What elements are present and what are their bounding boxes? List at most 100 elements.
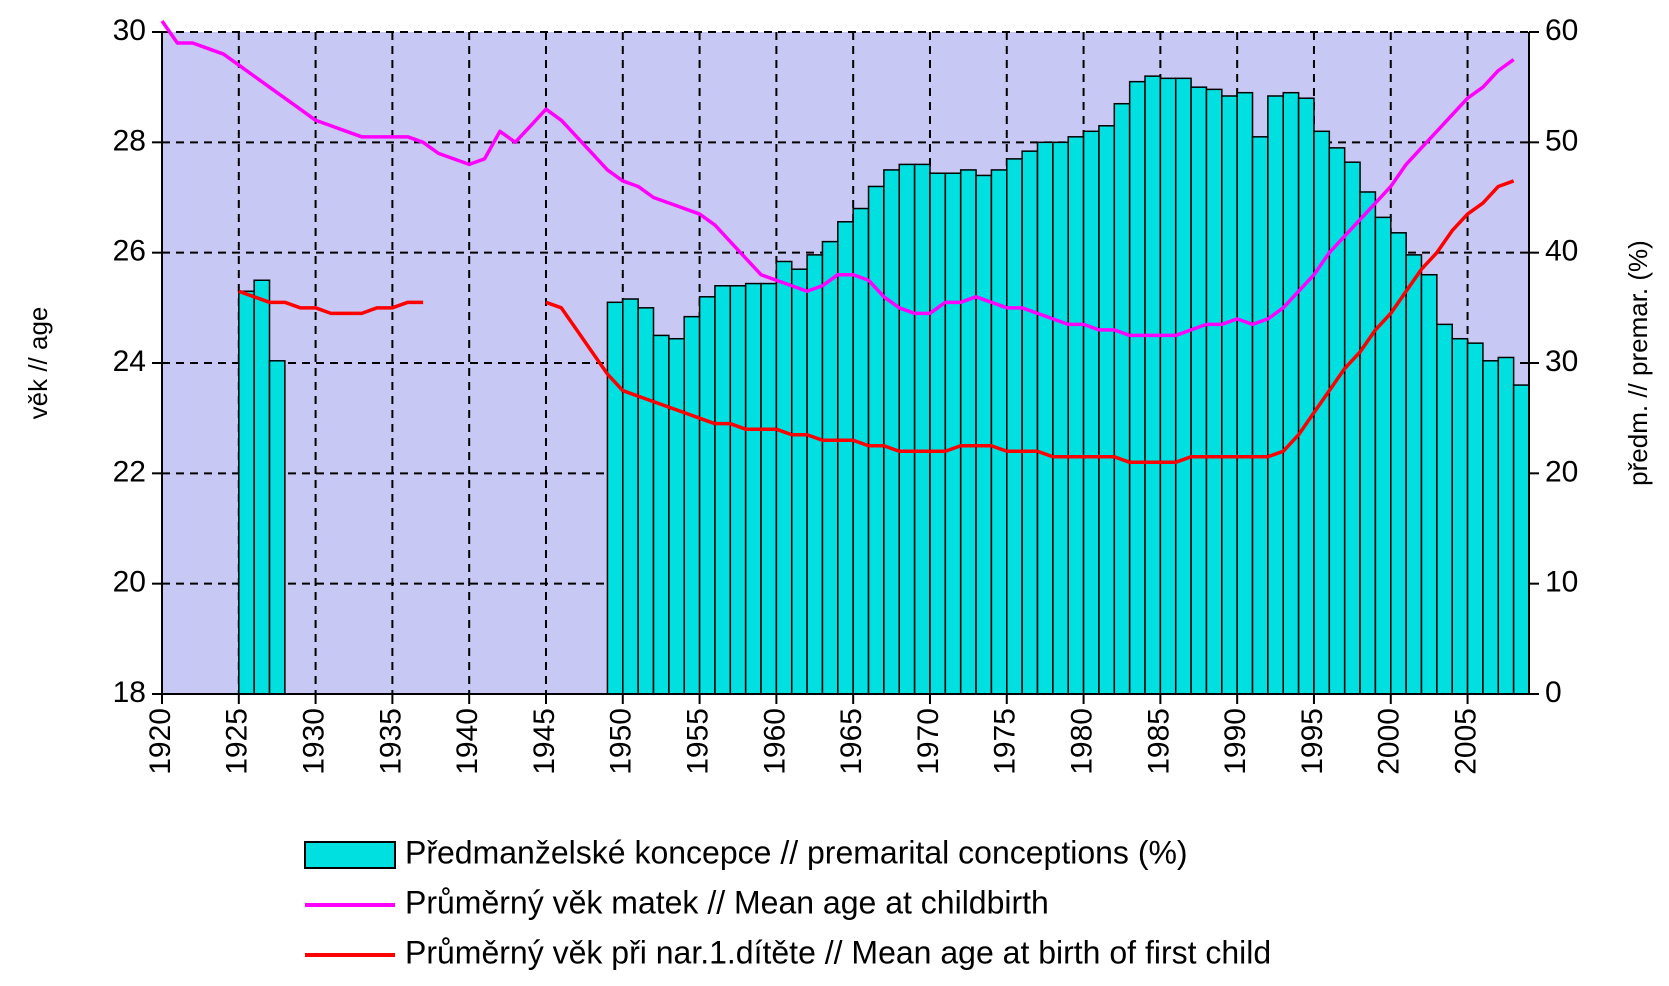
x-tick-label: 1980 — [1065, 708, 1098, 775]
y2-tick-label: 10 — [1545, 566, 1578, 599]
bar — [1159, 77, 1177, 695]
y-tick-label: 30 — [113, 14, 146, 47]
bar — [268, 360, 286, 695]
bar — [760, 282, 778, 695]
x-tick-label: 1935 — [374, 708, 407, 775]
bar — [606, 301, 624, 695]
bar — [1420, 273, 1438, 695]
legend-label: Předmanželské koncepce // premarital con… — [405, 834, 1188, 870]
y2-tick-label: 20 — [1545, 455, 1578, 488]
y2-tick-label: 30 — [1545, 345, 1578, 378]
bar — [1113, 102, 1131, 695]
bar — [929, 172, 947, 695]
bar — [683, 315, 701, 695]
legend-swatch — [304, 841, 396, 869]
y2-tick-label: 0 — [1545, 676, 1562, 709]
y-tick-label: 28 — [113, 124, 146, 157]
bar — [1359, 191, 1377, 695]
bar — [1190, 86, 1208, 695]
legend-label: Průměrný věk při nar.1.dítěte // Mean ag… — [405, 934, 1271, 970]
bar — [898, 163, 916, 695]
x-tick-label: 1995 — [1296, 708, 1329, 775]
bar — [1006, 158, 1023, 695]
bar — [744, 282, 762, 695]
x-tick-label: 2000 — [1373, 708, 1406, 775]
x-tick-label: 1955 — [682, 708, 715, 775]
y2-axis-label: předm. // premar. (%) — [1623, 240, 1653, 486]
bar — [1205, 88, 1223, 695]
bar — [637, 307, 655, 695]
x-tick-label: 1975 — [989, 708, 1022, 775]
bar — [1221, 95, 1238, 695]
legend-label: Průměrný věk matek // Mean age at childb… — [405, 884, 1049, 920]
bar — [698, 296, 716, 695]
bar — [1436, 323, 1453, 695]
bar — [1021, 150, 1039, 695]
bar — [883, 169, 901, 695]
bar — [1328, 147, 1346, 695]
bar — [1512, 384, 1530, 695]
bar — [1098, 125, 1116, 695]
line — [238, 179, 1515, 465]
bar — [714, 285, 732, 695]
bar — [1267, 95, 1284, 695]
bar — [1128, 80, 1146, 695]
x-tick-label: 1970 — [912, 708, 945, 775]
line — [160, 19, 1515, 338]
y-tick-label: 20 — [113, 566, 146, 599]
bar — [729, 285, 747, 695]
bar — [1297, 97, 1315, 695]
bar — [852, 207, 870, 695]
bar — [990, 169, 1008, 695]
bar — [1466, 342, 1484, 695]
bar — [1451, 337, 1469, 695]
bar — [1144, 75, 1162, 695]
bar — [1497, 356, 1515, 695]
bar — [944, 172, 962, 695]
bar — [1282, 91, 1300, 695]
bar — [238, 290, 255, 695]
bar — [622, 298, 639, 695]
bar — [959, 169, 977, 695]
x-tick-label: 1985 — [1142, 708, 1175, 775]
y-tick-label: 22 — [113, 455, 146, 488]
bar — [1313, 130, 1331, 695]
bar — [652, 334, 670, 695]
bar — [806, 254, 824, 695]
x-tick-label: 1925 — [221, 708, 254, 775]
y-tick-label: 26 — [113, 235, 146, 268]
bar — [1052, 141, 1069, 695]
bar — [867, 185, 885, 695]
x-tick-label: 1965 — [835, 708, 868, 775]
bar — [775, 260, 793, 695]
bar — [1236, 91, 1254, 695]
bar — [1482, 360, 1500, 695]
bar — [1174, 77, 1192, 695]
y-tick-label: 18 — [113, 676, 146, 709]
bar — [1067, 136, 1085, 695]
bar — [668, 337, 685, 695]
bar — [821, 240, 839, 695]
bar — [913, 163, 931, 695]
x-tick-label: 1920 — [144, 708, 177, 775]
bar — [1082, 130, 1100, 695]
bar — [1036, 141, 1054, 695]
bar — [253, 279, 271, 695]
bar — [1405, 254, 1423, 695]
bar — [790, 268, 808, 695]
y2-tick-label: 50 — [1545, 124, 1578, 157]
bar — [837, 221, 854, 695]
y-tick-label: 24 — [113, 345, 146, 378]
bar — [1374, 216, 1392, 695]
bar — [1343, 161, 1361, 695]
bar — [975, 174, 993, 695]
x-tick-label: 1940 — [451, 708, 484, 775]
x-tick-label: 1945 — [528, 708, 561, 775]
bar — [1251, 136, 1269, 695]
x-tick-label: 1950 — [605, 708, 638, 775]
x-tick-label: 2005 — [1449, 708, 1482, 775]
x-tick-label: 1990 — [1219, 708, 1252, 775]
y2-tick-label: 60 — [1545, 14, 1578, 47]
x-tick-label: 1960 — [758, 708, 791, 775]
